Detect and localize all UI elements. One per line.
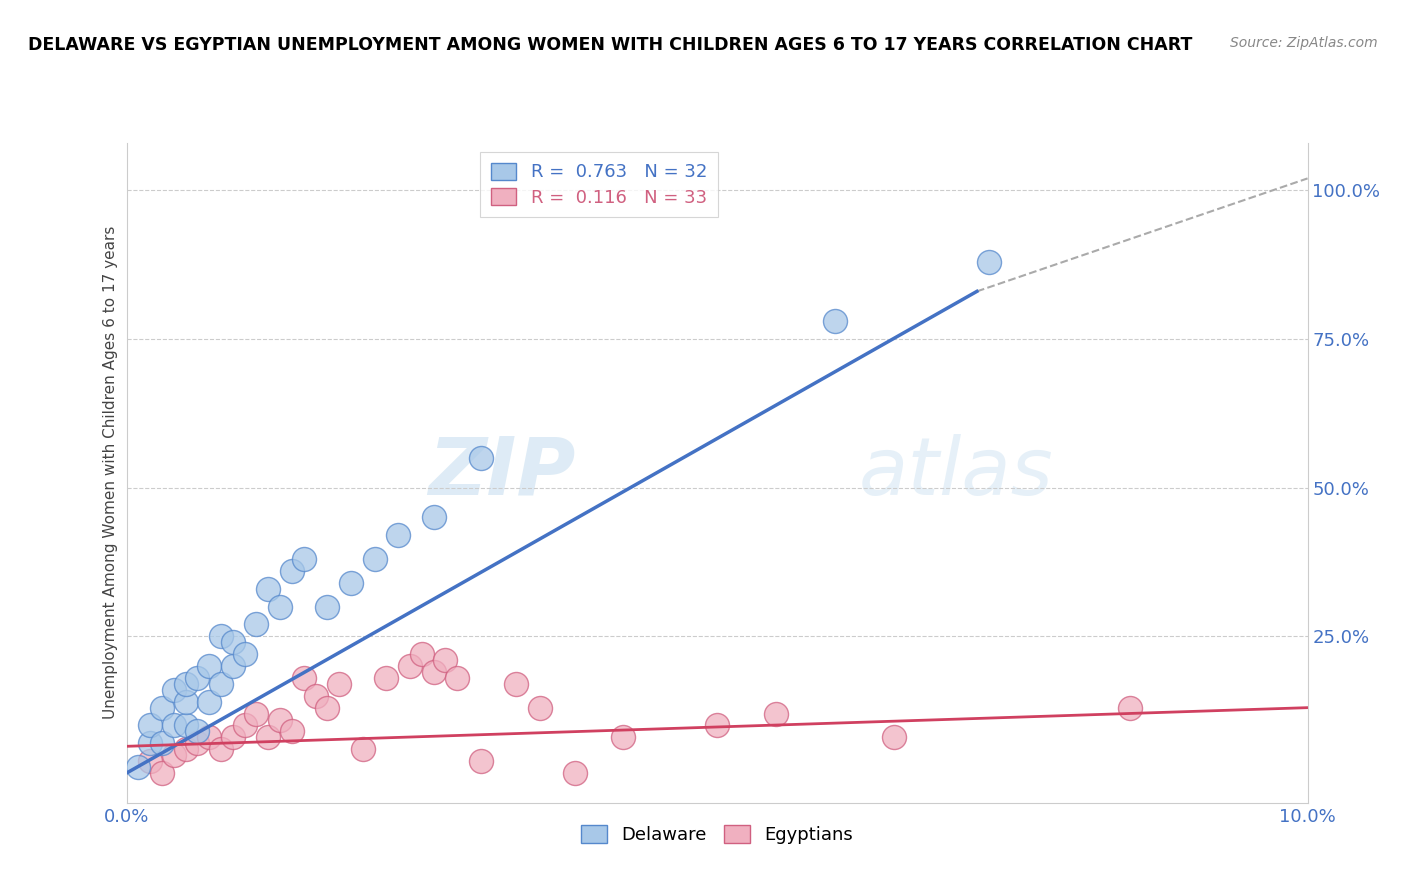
Point [706, 718, 728, 732]
Point [292, 552, 315, 566]
Point [174, 718, 197, 732]
Point [198, 695, 221, 709]
Point [328, 677, 350, 691]
Point [209, 629, 232, 643]
Point [340, 575, 363, 590]
Point [505, 677, 527, 691]
Point [139, 754, 162, 768]
Point [824, 314, 846, 328]
Point [281, 564, 304, 578]
Point [127, 760, 149, 774]
Point [1119, 700, 1142, 714]
Text: ZIP: ZIP [427, 434, 575, 512]
Point [422, 510, 444, 524]
Point [163, 718, 186, 732]
Point [446, 671, 468, 685]
Point [977, 254, 1000, 268]
Point [139, 736, 162, 750]
Point [186, 671, 208, 685]
Point [612, 731, 634, 745]
Point [139, 718, 162, 732]
Point [174, 742, 197, 756]
Text: DELAWARE VS EGYPTIAN UNEMPLOYMENT AMONG WOMEN WITH CHILDREN AGES 6 TO 17 YEARS C: DELAWARE VS EGYPTIAN UNEMPLOYMENT AMONG … [28, 36, 1192, 54]
Point [387, 528, 409, 542]
Point [150, 766, 173, 780]
Point [245, 706, 267, 721]
Point [422, 665, 444, 679]
Point [257, 582, 280, 596]
Point [163, 682, 186, 697]
Point [470, 754, 492, 768]
Point [150, 736, 173, 750]
Point [765, 706, 787, 721]
Point [209, 742, 232, 756]
Point [292, 671, 315, 685]
Point [304, 689, 326, 703]
Point [174, 695, 197, 709]
Point [198, 659, 221, 673]
Point [163, 748, 186, 763]
Point [233, 718, 256, 732]
Point [529, 700, 551, 714]
Point [564, 766, 586, 780]
Point [316, 700, 339, 714]
Point [174, 677, 197, 691]
Point [233, 647, 256, 661]
Point [281, 724, 304, 739]
Point [222, 635, 245, 649]
Point [209, 677, 232, 691]
Point [399, 659, 422, 673]
Point [375, 671, 398, 685]
Point [434, 653, 457, 667]
Point [222, 731, 245, 745]
Point [222, 659, 245, 673]
Point [245, 617, 267, 632]
Point [257, 731, 280, 745]
Y-axis label: Unemployment Among Women with Children Ages 6 to 17 years: Unemployment Among Women with Children A… [103, 226, 118, 720]
Point [352, 742, 374, 756]
Point [269, 713, 291, 727]
Point [186, 724, 208, 739]
Point [883, 731, 905, 745]
Point [150, 700, 173, 714]
Text: atlas: atlas [859, 434, 1053, 512]
Point [269, 599, 291, 614]
Point [198, 731, 221, 745]
Point [411, 647, 433, 661]
Text: Source: ZipAtlas.com: Source: ZipAtlas.com [1230, 36, 1378, 50]
Point [470, 450, 492, 465]
Legend: Delaware, Egyptians: Delaware, Egyptians [572, 816, 862, 853]
Point [363, 552, 385, 566]
Point [316, 599, 339, 614]
Point [186, 736, 208, 750]
